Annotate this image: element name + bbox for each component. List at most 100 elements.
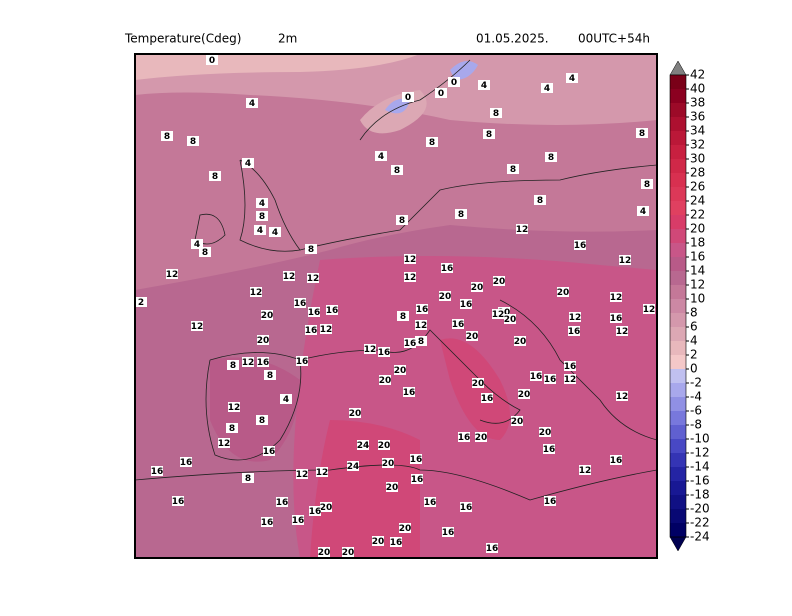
contour-label-box [250, 287, 262, 297]
contour-label: 20 [386, 483, 399, 493]
contour-label-box [616, 391, 628, 401]
colorbar-band [670, 327, 686, 341]
contour-label: 20 [472, 379, 485, 389]
contour-label-box [316, 467, 328, 477]
contour-label: 16 [263, 447, 276, 457]
colorbar-band [670, 509, 686, 523]
contour-label-box [342, 547, 354, 557]
contour-label: 12 [242, 358, 255, 368]
contour-label: 4 [249, 99, 255, 109]
contour-label-box [283, 271, 295, 281]
contour-label: 16 [305, 326, 318, 336]
colorbar-label: 36 [690, 110, 705, 124]
contour-label-box [257, 335, 269, 345]
contour-label: 16 [481, 394, 494, 404]
contour-label-box [545, 152, 557, 162]
contour-label: 4 [257, 226, 263, 236]
contour-label-box [305, 325, 317, 335]
colorbar-label: -14 [690, 460, 710, 474]
contour-label: 20 [439, 292, 452, 302]
contour-label: 16 [441, 264, 454, 274]
contour-label-box [191, 239, 203, 249]
contour-label-box [568, 326, 580, 336]
contour-label-box [349, 408, 361, 418]
contour-label-box [382, 458, 394, 468]
contour-label: 12 [404, 255, 417, 265]
contour-label-box [610, 313, 622, 323]
contour-label-box [490, 108, 502, 118]
contour-label-box [492, 309, 504, 319]
colorbar-label: -8 [690, 418, 702, 432]
contour-label: 16 [257, 358, 270, 368]
colorbar-band [670, 439, 686, 453]
contour-label: 12 [218, 439, 231, 449]
contour-label: 8 [259, 212, 265, 222]
contour-label-box [261, 310, 273, 320]
contour-label: 16 [568, 327, 581, 337]
colorbar-label: 32 [690, 138, 705, 152]
contour-label-box [242, 357, 254, 367]
level: 2m [278, 32, 297, 46]
contour-label: 12 [307, 274, 320, 284]
colorbar-label: -24 [690, 530, 710, 544]
contour-label-box [347, 461, 359, 471]
contour-label: 8 [486, 130, 492, 140]
contour-label-box [199, 247, 211, 257]
contour-label: 12 [166, 270, 179, 280]
contour-label: 16 [172, 497, 185, 507]
contour-label-box [227, 360, 239, 370]
contour-label-box [637, 206, 649, 216]
contour-label-box [518, 389, 530, 399]
contour-label: 8 [458, 210, 464, 220]
contour-label: 12 [228, 403, 241, 413]
contour-label: 12 [569, 313, 582, 323]
colorbar-band [670, 313, 686, 327]
colorbar-label: -10 [690, 432, 710, 446]
contour-label-box [256, 211, 268, 221]
contour-label: 4 [378, 152, 384, 162]
contour-label: 16 [416, 305, 429, 315]
contour-label-box [263, 446, 275, 456]
contour-label-box [364, 344, 376, 354]
contour-label-box [264, 370, 276, 380]
contour-label-box [564, 374, 576, 384]
contour-label-box [305, 244, 317, 254]
contour-label: 20 [493, 277, 506, 287]
contour-label: 8 [639, 129, 645, 139]
contour-label-box [543, 444, 555, 454]
contour-label-box [486, 543, 498, 553]
contour-label: 16 [294, 299, 307, 309]
colorbar-band [670, 229, 686, 243]
contour-label: 8 [259, 416, 265, 426]
colorbar-band [670, 173, 686, 187]
contour-label-box [410, 454, 422, 464]
contour-label-box [161, 131, 173, 141]
contour-label: 8 [267, 371, 273, 381]
colorbar-band [670, 397, 686, 411]
contour-label-box [442, 527, 454, 537]
colorbar-band [670, 89, 686, 103]
contour-label-box [424, 497, 436, 507]
colorbar-label: 2 [690, 348, 698, 362]
contour-label: 16 [309, 507, 322, 517]
contour-label: 16 [460, 300, 473, 310]
contour-label-box [452, 319, 464, 329]
colorbar-band [670, 75, 686, 89]
contour-label: 20 [261, 311, 274, 321]
contour-label-box [530, 371, 542, 381]
contour-label-box [574, 240, 586, 250]
colorbar-label: 14 [690, 264, 705, 278]
contour-label-box [209, 171, 221, 181]
contour-label-box [539, 427, 551, 437]
map-frame [134, 53, 658, 559]
contour-label-box [426, 137, 438, 147]
contour-label: 16 [543, 445, 556, 455]
contour-label-box [257, 357, 269, 367]
contour-label: 8 [493, 109, 499, 119]
contour-label: 16 [296, 357, 309, 367]
contour-label-box [516, 224, 528, 234]
contour-label-box [379, 375, 391, 385]
contour-label: 8 [229, 424, 235, 434]
contour-label-box [455, 209, 467, 219]
contour-label-box [641, 179, 653, 189]
